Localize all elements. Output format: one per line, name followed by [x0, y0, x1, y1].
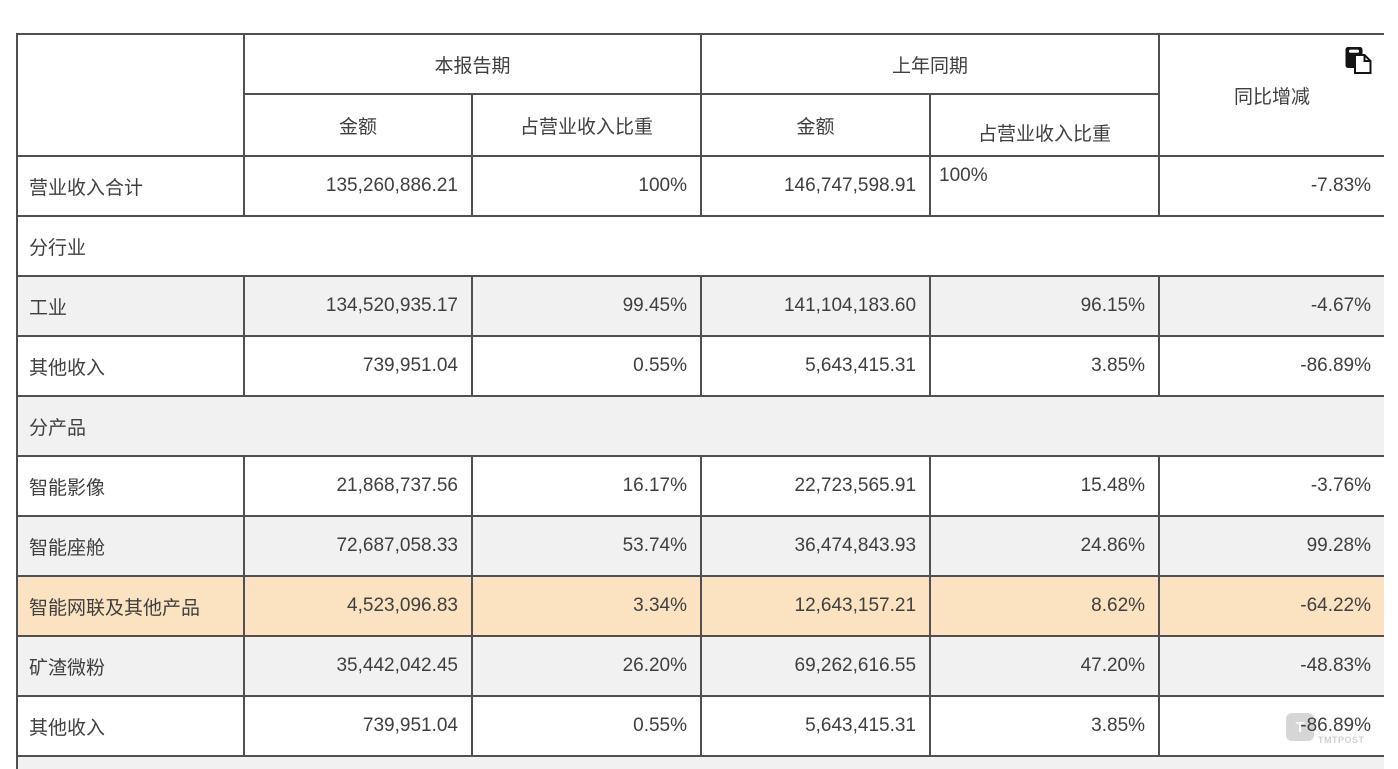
prior-pct: 96.15%: [929, 275, 1161, 337]
header-cur-pct: 占营业收入比重: [470, 93, 703, 157]
header-row-subcolumns: 金额 占营业收入比重 金额 占营业收入比重: [17, 93, 1384, 157]
prior-amount: 69,262,616.55: [700, 635, 932, 697]
cur-pct: 16.17%: [470, 455, 703, 517]
table-row-industrial: 工业 134,520,935.17 99.45% 141,104,183.60 …: [16, 275, 1384, 337]
cur-pct: 0.55%: [470, 335, 703, 397]
row-label: 智能网联及其他产品: [16, 575, 245, 637]
table-row-total-revenue: 营业收入合计 135,260,886.21 100% 146,747,598.9…: [16, 155, 1384, 217]
corner-cell: [16, 33, 245, 157]
prior-pct: 3.85%: [929, 335, 1161, 397]
cur-pct: 0.55%: [470, 695, 703, 757]
prior-pct: 8.62%: [929, 575, 1161, 637]
yoy-value: -7.83%: [1158, 155, 1384, 217]
tmtpost-watermark-text: TMTPOST: [1318, 735, 1365, 745]
row-label: 智能影像: [16, 455, 245, 517]
copy-icon[interactable]: [1345, 46, 1372, 74]
table-row-smart-cockpit: 智能座舱 72,687,058.33 53.74% 36,474,843.93 …: [16, 515, 1384, 577]
table-row-other-income-industry: 其他收入 739,951.04 0.55% 5,643,415.31 3.85%…: [16, 335, 1384, 397]
cur-pct: 3.34%: [470, 575, 703, 637]
yoy-value: -64.22%: [1158, 575, 1384, 637]
prior-pct: 15.48%: [929, 455, 1161, 517]
revenue-table: 本报告期 上年同期 同比增减 金额 占营业收入比重 金额 占营业收入比重 营业收…: [16, 33, 1384, 769]
row-label: 营业收入合计: [16, 155, 245, 217]
cur-pct: 26.20%: [470, 635, 703, 697]
section-row-by-industry: 分行业: [16, 215, 1384, 277]
yoy-value: -3.76%: [1158, 455, 1384, 517]
header-prior-pct: 占营业收入比重: [929, 93, 1161, 157]
table-row-slag-powder: 矿渣微粉 35,442,042.45 26.20% 69,262,616.55 …: [16, 635, 1384, 697]
header-cur-amount: 金额: [243, 93, 473, 157]
row-label: 智能座舱: [16, 515, 245, 577]
header-prior-amount: 金额: [700, 93, 932, 157]
cur-amount: 4,523,096.83: [243, 575, 473, 637]
prior-pct: 100%: [929, 155, 1161, 217]
row-label: 其他收入: [16, 695, 245, 757]
header-yoy-change: 同比增减: [1158, 33, 1384, 157]
yoy-value: -48.83%: [1158, 635, 1384, 697]
prior-amount: 5,643,415.31: [700, 695, 932, 757]
prior-amount: 146,747,598.91: [700, 155, 932, 217]
header-current-period: 本报告期: [242, 33, 703, 95]
prior-amount: 141,104,183.60: [700, 275, 932, 337]
next-row-partial-cell: [16, 755, 1384, 769]
cur-amount: 35,442,042.45: [243, 635, 473, 697]
section-row-by-product: 分产品: [16, 395, 1384, 457]
cur-pct: 99.45%: [470, 275, 703, 337]
cur-amount: 72,687,058.33: [243, 515, 473, 577]
row-label: 其他收入: [16, 335, 245, 397]
header-prior-period: 上年同期: [700, 33, 1161, 95]
cur-pct: 100%: [470, 155, 703, 217]
yoy-value-with-watermark: T TMTPOST -86.89%: [1158, 695, 1384, 757]
cur-amount: 21,868,737.56: [243, 455, 473, 517]
yoy-value: -86.89%: [1300, 715, 1372, 736]
cur-amount: 134,520,935.17: [243, 275, 473, 337]
revenue-breakdown-table: 本报告期 上年同期 同比增减 金额 占营业收入比重 金额 占营业收入比重 营业收…: [16, 33, 1384, 769]
section-label: 分产品: [16, 395, 1384, 457]
prior-amount: 22,723,565.91: [700, 455, 932, 517]
yoy-value: -86.89%: [1158, 335, 1384, 397]
table-row-smart-imaging: 智能影像 21,868,737.56 16.17% 22,723,565.91 …: [16, 455, 1384, 517]
prior-pct: 47.20%: [929, 635, 1161, 697]
cur-amount: 135,260,886.21: [243, 155, 473, 217]
yoy-value: -4.67%: [1158, 275, 1384, 337]
header-yoy-label: 同比增减: [1234, 86, 1311, 108]
table-row-smart-connectivity-highlighted: 智能网联及其他产品 4,523,096.83 3.34% 12,643,157.…: [16, 575, 1384, 637]
yoy-value: 99.28%: [1158, 515, 1384, 577]
table-row-other-income-product: 其他收入 739,951.04 0.55% 5,643,415.31 3.85%…: [16, 695, 1384, 757]
next-row-partial: [16, 755, 1384, 769]
prior-pct: 24.86%: [929, 515, 1161, 577]
cur-pct: 53.74%: [470, 515, 703, 577]
cur-amount: 739,951.04: [243, 695, 473, 757]
section-label: 分行业: [16, 215, 1384, 277]
prior-pct: 3.85%: [929, 695, 1161, 757]
prior-amount: 5,643,415.31: [700, 335, 932, 397]
prior-amount: 12,643,157.21: [700, 575, 932, 637]
row-label: 工业: [16, 275, 245, 337]
prior-amount: 36,474,843.93: [700, 515, 932, 577]
cur-amount: 739,951.04: [243, 335, 473, 397]
row-label: 矿渣微粉: [16, 635, 245, 697]
header-row-groups: 本报告期 上年同期 同比增减: [16, 33, 1384, 157]
